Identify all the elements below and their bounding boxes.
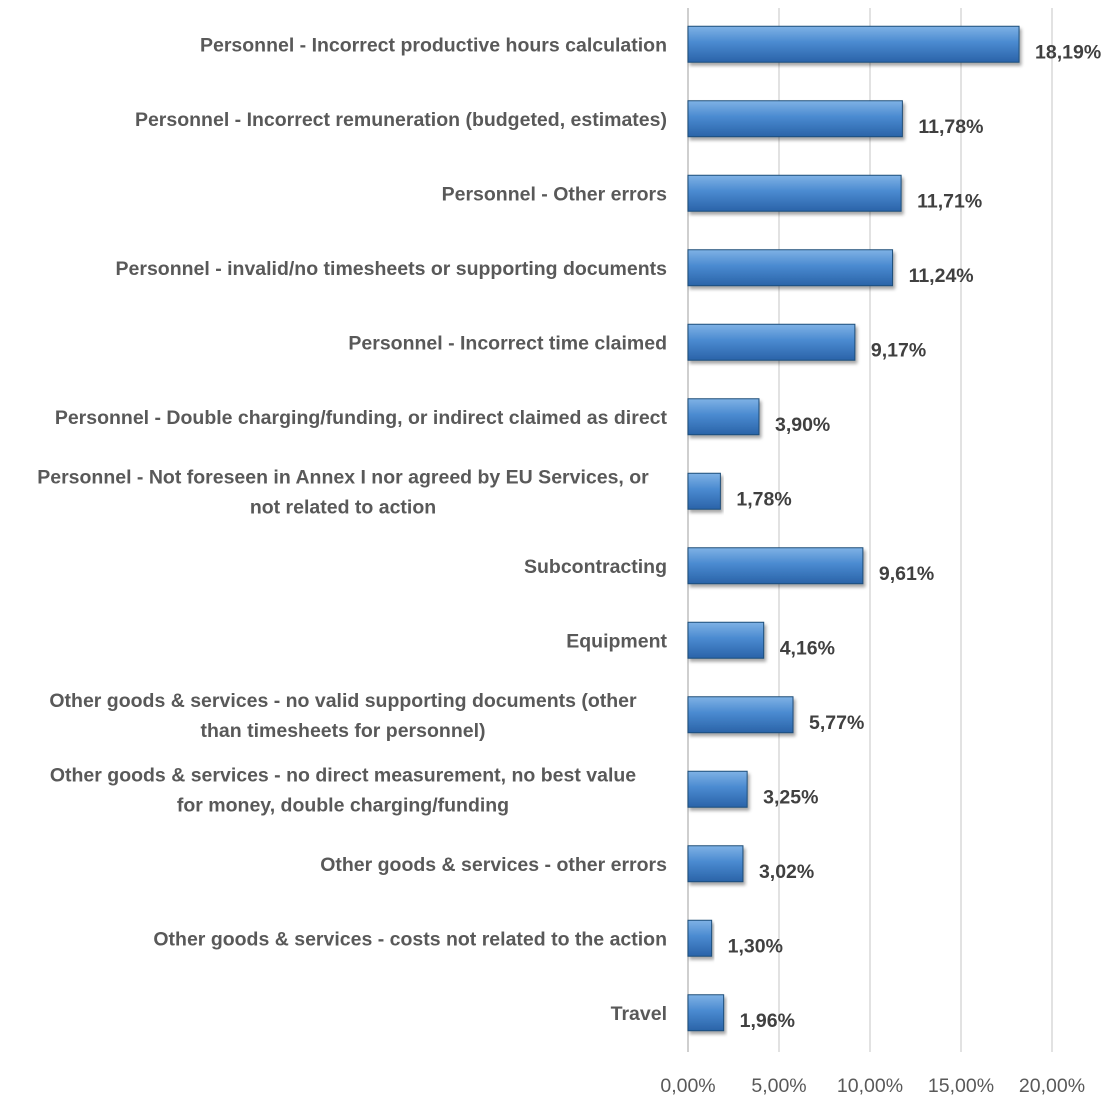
category-label: Subcontracting	[524, 556, 667, 578]
gridlines	[687, 8, 1053, 1052]
data-label: 1,78%	[736, 488, 791, 510]
data-label: 9,61%	[879, 563, 934, 585]
category-label: Other goods & services - costs not relat…	[153, 928, 667, 950]
data-label: 9,17%	[871, 339, 926, 361]
x-tick-label: 5,00%	[751, 1075, 806, 1097]
bar	[687, 25, 1020, 63]
category-label: Personnel - Incorrect remuneration (budg…	[135, 109, 667, 131]
category-label: Other goods & services - no direct measu…	[50, 764, 636, 816]
x-tick-label: 10,00%	[837, 1075, 903, 1097]
bar	[687, 919, 713, 957]
x-tick-label: 15,00%	[928, 1075, 994, 1097]
x-axis-ticks: 0,00% 5,00% 10,00% 15,00% 20,00%	[660, 1075, 1085, 1097]
category-label: Personnel - Double charging/funding, or …	[55, 407, 668, 429]
data-label: 4,16%	[780, 637, 835, 659]
category-label: Personnel - Not foreseen in Annex I nor …	[37, 466, 649, 518]
data-label: 11,78%	[918, 116, 983, 138]
x-tick-label: 20,00%	[1019, 1075, 1085, 1097]
category-label: Other goods & services - other errors	[320, 854, 667, 876]
data-label: 3,25%	[763, 786, 818, 808]
category-label: Travel	[611, 1003, 667, 1025]
bar	[687, 696, 794, 734]
bar	[687, 398, 760, 436]
bar	[687, 770, 748, 808]
data-label: 3,90%	[775, 414, 830, 436]
category-label: Personnel - Incorrect time claimed	[348, 332, 667, 354]
bar	[687, 994, 725, 1032]
bar	[687, 100, 903, 138]
category-label: Personnel - Other errors	[442, 183, 668, 205]
data-label: 18,19%	[1035, 41, 1101, 63]
category-label: Personnel - invalid/no timesheets or sup…	[116, 258, 668, 280]
data-label: 1,30%	[728, 935, 783, 957]
bar	[687, 323, 856, 361]
data-label: 11,71%	[917, 190, 982, 212]
bars	[687, 25, 1020, 1032]
data-labels: 18,19% 11,78% 11,71% 11,24% 9,17% 3,90% 1,78% 9…	[728, 41, 1102, 1032]
data-label: 1,96%	[740, 1010, 795, 1032]
data-label: 5,77%	[809, 712, 864, 734]
bar	[687, 472, 721, 510]
bar	[687, 621, 765, 659]
category-label: Equipment	[566, 630, 667, 652]
bar	[687, 174, 902, 212]
category-label: Personnel - Incorrect productive hours c…	[200, 34, 667, 56]
bar	[687, 547, 864, 585]
bar	[687, 845, 744, 883]
bar	[687, 249, 894, 287]
data-label: 11,24%	[909, 265, 974, 287]
data-label: 3,02%	[759, 861, 814, 883]
category-labels: Personnel - Incorrect productive hours c…	[37, 34, 667, 1025]
x-tick-label: 0,00%	[660, 1075, 715, 1097]
category-label: Other goods & services - no valid suppor…	[49, 690, 637, 742]
